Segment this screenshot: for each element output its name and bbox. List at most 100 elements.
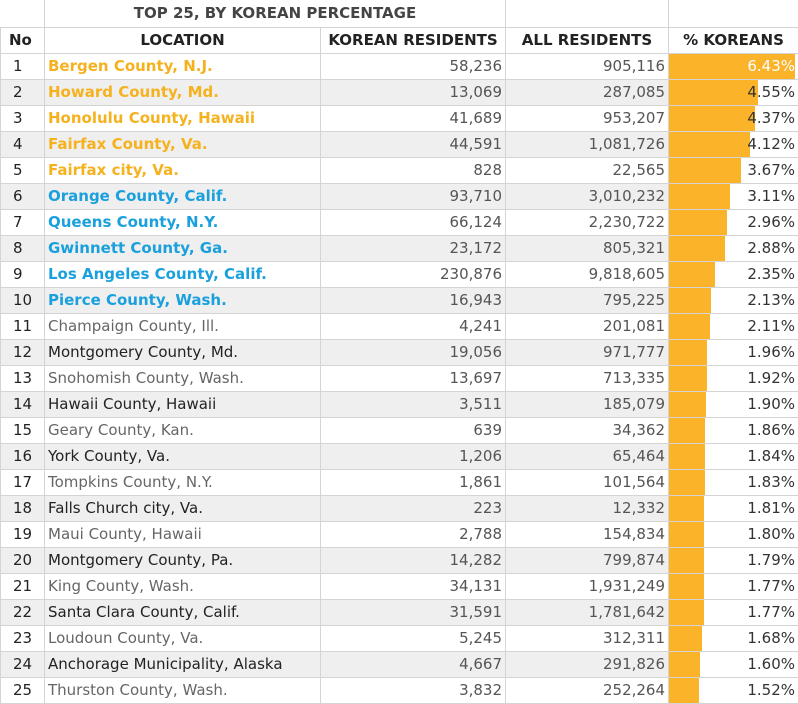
all-residents-cell: 287,085 [506,79,669,105]
korean-residents-cell: 13,069 [321,79,506,105]
pct-koreans-cell: 4.55% [669,79,798,105]
all-residents-cell: 1,081,726 [506,131,669,157]
column-header-location: LOCATION [45,27,321,53]
pct-koreans-label: 2.13% [669,288,798,313]
location-cell: Anchorage Municipality, Alaska [45,651,321,677]
row-number: 13 [1,365,45,391]
all-residents-cell: 65,464 [506,443,669,469]
korean-residents-cell: 34,131 [321,573,506,599]
korean-residents-cell: 828 [321,157,506,183]
row-number: 7 [1,209,45,235]
korean-residents-cell: 14,282 [321,547,506,573]
row-number: 16 [1,443,45,469]
all-residents-cell: 799,874 [506,547,669,573]
korean-residents-cell: 13,697 [321,365,506,391]
pct-koreans-label: 1.81% [669,496,798,521]
location-cell: Snohomish County, Wash. [45,365,321,391]
pct-koreans-label: 1.79% [669,548,798,573]
pct-koreans-label: 4.37% [669,106,798,131]
row-number: 19 [1,521,45,547]
korean-residents-cell: 23,172 [321,235,506,261]
pct-koreans-cell: 2.88% [669,235,798,261]
location-cell: Los Angeles County, Calif. [45,261,321,287]
pct-koreans-label: 1.84% [669,444,798,469]
location-cell: Tompkins County, N.Y. [45,469,321,495]
location-cell: Champaign County, Ill. [45,313,321,339]
location-cell: Pierce County, Wash. [45,287,321,313]
pct-koreans-label: 2.11% [669,314,798,339]
pct-koreans-label: 1.77% [669,600,798,625]
korean-residents-cell: 44,591 [321,131,506,157]
all-residents-cell: 795,225 [506,287,669,313]
location-cell: Geary County, Kan. [45,417,321,443]
row-number: 18 [1,495,45,521]
pct-koreans-label: 2.96% [669,210,798,235]
location-cell: Maui County, Hawaii [45,521,321,547]
row-number: 6 [1,183,45,209]
location-cell: Loudoun County, Va. [45,625,321,651]
all-residents-cell: 12,332 [506,495,669,521]
all-residents-cell: 2,230,722 [506,209,669,235]
pct-koreans-label: 1.86% [669,418,798,443]
pct-koreans-cell: 1.90% [669,391,798,417]
pct-koreans-cell: 1.83% [669,469,798,495]
row-number: 14 [1,391,45,417]
location-cell: Queens County, N.Y. [45,209,321,235]
pct-koreans-cell: 4.12% [669,131,798,157]
all-residents-cell: 9,818,605 [506,261,669,287]
pct-koreans-cell: 1.77% [669,573,798,599]
korean-residents-cell: 230,876 [321,261,506,287]
location-cell: Fairfax city, Va. [45,157,321,183]
korean-residents-cell: 5,245 [321,625,506,651]
row-number: 15 [1,417,45,443]
korean-residents-cell: 639 [321,417,506,443]
pct-koreans-label: 4.12% [669,132,798,157]
pct-koreans-cell: 1.96% [669,339,798,365]
row-number: 5 [1,157,45,183]
row-number: 3 [1,105,45,131]
column-header-pct-koreans: % KOREANS [669,27,798,53]
pct-koreans-label: 1.83% [669,470,798,495]
pct-koreans-cell: 1.52% [669,677,798,703]
korean-residents-cell: 3,832 [321,677,506,703]
row-number: 25 [1,677,45,703]
row-number: 10 [1,287,45,313]
location-cell: Howard County, Md. [45,79,321,105]
row-number: 8 [1,235,45,261]
all-residents-cell: 185,079 [506,391,669,417]
pct-koreans-cell: 3.11% [669,183,798,209]
title-row: TOP 25, BY KOREAN PERCENTAGE [1,0,798,27]
korean-residents-cell: 58,236 [321,53,506,79]
pct-koreans-cell: 1.60% [669,651,798,677]
location-cell: Honolulu County, Hawaii [45,105,321,131]
column-header-all-residents: ALL RESIDENTS [506,27,669,53]
row-number: 2 [1,79,45,105]
pct-koreans-cell: 1.77% [669,599,798,625]
pct-koreans-cell: 4.37% [669,105,798,131]
korean-residents-cell: 31,591 [321,599,506,625]
korean-residents-cell: 41,689 [321,105,506,131]
row-number: 23 [1,625,45,651]
row-number: 4 [1,131,45,157]
all-residents-cell: 22,565 [506,157,669,183]
table-title: TOP 25, BY KOREAN PERCENTAGE [45,0,506,27]
korean-residents-cell: 2,788 [321,521,506,547]
pct-koreans-cell: 1.86% [669,417,798,443]
row-number: 24 [1,651,45,677]
all-residents-cell: 101,564 [506,469,669,495]
pct-koreans-label: 2.88% [669,236,798,261]
